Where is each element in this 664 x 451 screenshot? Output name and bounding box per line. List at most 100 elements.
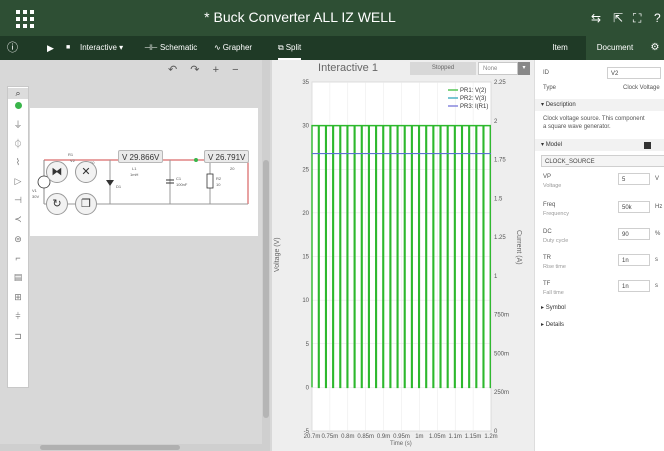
resistor-icon[interactable]: ⌇	[15, 157, 21, 167]
tf-sublabel: Fall time	[543, 290, 564, 296]
transformer-icon[interactable]: ⫩	[15, 311, 21, 321]
chevron-right-icon: ▸	[541, 305, 546, 311]
dc-unit: %	[655, 231, 661, 237]
y2-tick-label: 1	[494, 274, 498, 280]
x-tick-label: 1.05m	[429, 434, 446, 440]
symbol-header-label: Symbol	[545, 305, 566, 311]
description-section-header[interactable]: ▾ Description	[535, 99, 664, 111]
tab-schematic[interactable]: ⊣⊢ Schematic	[144, 36, 197, 60]
export-icon[interactable]: ⇱	[613, 11, 624, 25]
schematic-canvas[interactable]: R1 L1 1mH C1 100nF R2 10 D1 V1 30V V2 10…	[30, 108, 258, 236]
type-value: Clock Voltage	[623, 85, 660, 91]
label-d1: D1	[116, 184, 122, 189]
rotate-button[interactable]: ↻	[46, 193, 68, 215]
schematic-icon: ⊣⊢	[144, 43, 158, 52]
schematic-horizontal-scroll-thumb[interactable]	[40, 445, 180, 450]
chevron-down-icon[interactable]: ▾	[518, 62, 530, 75]
flip-horizontal-button[interactable]: ⧓	[46, 161, 68, 183]
y-tick-label: 20	[302, 211, 309, 217]
redo-icon[interactable]: ↷	[190, 64, 200, 76]
details-section-header[interactable]: ▸ Details	[535, 319, 664, 331]
probe-icon[interactable]	[8, 101, 28, 111]
tf-input[interactable]: 1n	[618, 280, 650, 292]
zoom-out-icon[interactable]: −	[232, 64, 239, 76]
fullscreen-icon[interactable]: ⛶	[633, 11, 642, 25]
info-icon[interactable]: ⓘ	[7, 42, 18, 54]
vp-unit: V	[655, 176, 660, 182]
tr-unit: s	[655, 257, 658, 263]
transistor-icon[interactable]: ≺	[14, 214, 22, 224]
tab-split[interactable]: ⧉ Split	[278, 36, 302, 60]
waveform-plot[interactable]: 35 30 25 20 15 10 5 0 -5 2.25 2 1.75 1.5 1.25 1 750m 500…	[272, 60, 534, 451]
rotate-icon: ↻	[52, 198, 62, 210]
y2-tick-label: 0	[494, 429, 498, 435]
details-header-label: Details	[545, 322, 565, 328]
logic-gate-icon[interactable]: ⊞	[14, 292, 22, 302]
id-field[interactable]: V2	[607, 67, 661, 79]
freq-unit: Hz	[655, 204, 663, 210]
label-l1: L1	[132, 166, 137, 171]
model-info-icon[interactable]	[644, 142, 651, 149]
grapher-icon: ∿	[214, 43, 221, 52]
tab-grapher-label: Grapher	[222, 43, 253, 52]
zoom-in-icon[interactable]: +	[212, 64, 219, 76]
x-tick-label: 0.75m	[322, 434, 339, 440]
trace-select[interactable]: None	[478, 62, 518, 75]
tab-document[interactable]: Document	[596, 43, 634, 52]
model-select[interactable]: CLOCK_SOURCE	[541, 155, 664, 167]
label-c1: C1	[176, 176, 182, 181]
link-icon[interactable]: ⇆	[591, 11, 602, 25]
grapher-panel: 35 30 25 20 15 10 5 0 -5 2.25 2 1.75 1.5 1.25 1 750m 500…	[272, 60, 534, 451]
y-tick-label: 30	[302, 124, 309, 130]
tab-item[interactable]: Item	[534, 36, 586, 60]
switch-icon[interactable]: ⌐	[15, 253, 21, 263]
label-r2: R2	[216, 176, 222, 181]
chip-icon[interactable]: ▤	[13, 272, 23, 282]
apps-grid-icon[interactable]	[14, 8, 34, 28]
voltage-source-icon[interactable]: ⏀	[13, 139, 23, 149]
y2-tick-label: 2.25	[494, 80, 506, 86]
label-v2: V2	[70, 158, 75, 163]
y-tick-label: 35	[302, 80, 309, 86]
y-tick-label: 5	[306, 342, 310, 348]
schematic-toolbar: ↶ ↷ + −	[168, 63, 249, 76]
probe-reading-2[interactable]: V 26.791V	[204, 150, 250, 163]
tr-sublabel: Rise time	[543, 264, 566, 270]
chevron-down-icon: ▾	[541, 102, 546, 108]
x-axis-title: Time (s)	[390, 441, 412, 447]
duplicate-button[interactable]: ❐	[75, 193, 97, 215]
tab-interactive-1[interactable]: Interactive 1	[282, 60, 414, 76]
undo-icon[interactable]: ↶	[168, 64, 178, 76]
diode-icon[interactable]: ▷	[14, 176, 22, 186]
symbol-section-header[interactable]: ▸ Symbol	[535, 302, 664, 314]
help-icon[interactable]: ?	[654, 11, 661, 25]
tab-grapher[interactable]: ∿ Grapher	[214, 36, 252, 60]
legend-label: PR1: V(2)	[460, 88, 486, 94]
probe-reading-1[interactable]: V 29.866V	[118, 150, 164, 163]
model-header-label: Model	[545, 142, 563, 148]
schematic-vertical-scroll-thumb[interactable]	[263, 160, 269, 418]
flip-icon: ⧓	[51, 166, 63, 178]
play-icon[interactable]: ▶	[47, 43, 54, 53]
dc-input[interactable]: 90	[618, 228, 650, 240]
x-tick-label: 0.95m	[393, 434, 410, 440]
chevron-down-icon: ▾	[541, 142, 546, 148]
connector-icon[interactable]: ⊐	[14, 331, 22, 341]
tr-input[interactable]: 1n	[618, 254, 650, 266]
mode-dropdown[interactable]: Interactive ▾	[80, 43, 124, 52]
stop-icon[interactable]: ■	[66, 44, 71, 51]
y2-axis-title: Current (A)	[515, 230, 522, 265]
vp-label: VP	[543, 174, 552, 180]
current-source-icon[interactable]: ⊜	[14, 234, 22, 244]
settings-gear-icon[interactable]: ⚙	[650, 42, 660, 53]
capacitor-icon[interactable]: ⊣	[14, 195, 22, 205]
search-icon[interactable]: ⌕	[8, 88, 28, 99]
ground-icon[interactable]: ⏚	[13, 120, 23, 130]
delete-button[interactable]: ✕	[75, 161, 97, 183]
y-tick-label: 15	[302, 255, 309, 261]
model-section-header[interactable]: ▾ Model	[535, 139, 664, 151]
description-line-1: Clock voltage source. This component	[543, 116, 645, 122]
vp-input[interactable]: 5	[618, 173, 650, 185]
tf-unit: s	[655, 283, 658, 289]
freq-input[interactable]: 50k	[618, 201, 650, 213]
